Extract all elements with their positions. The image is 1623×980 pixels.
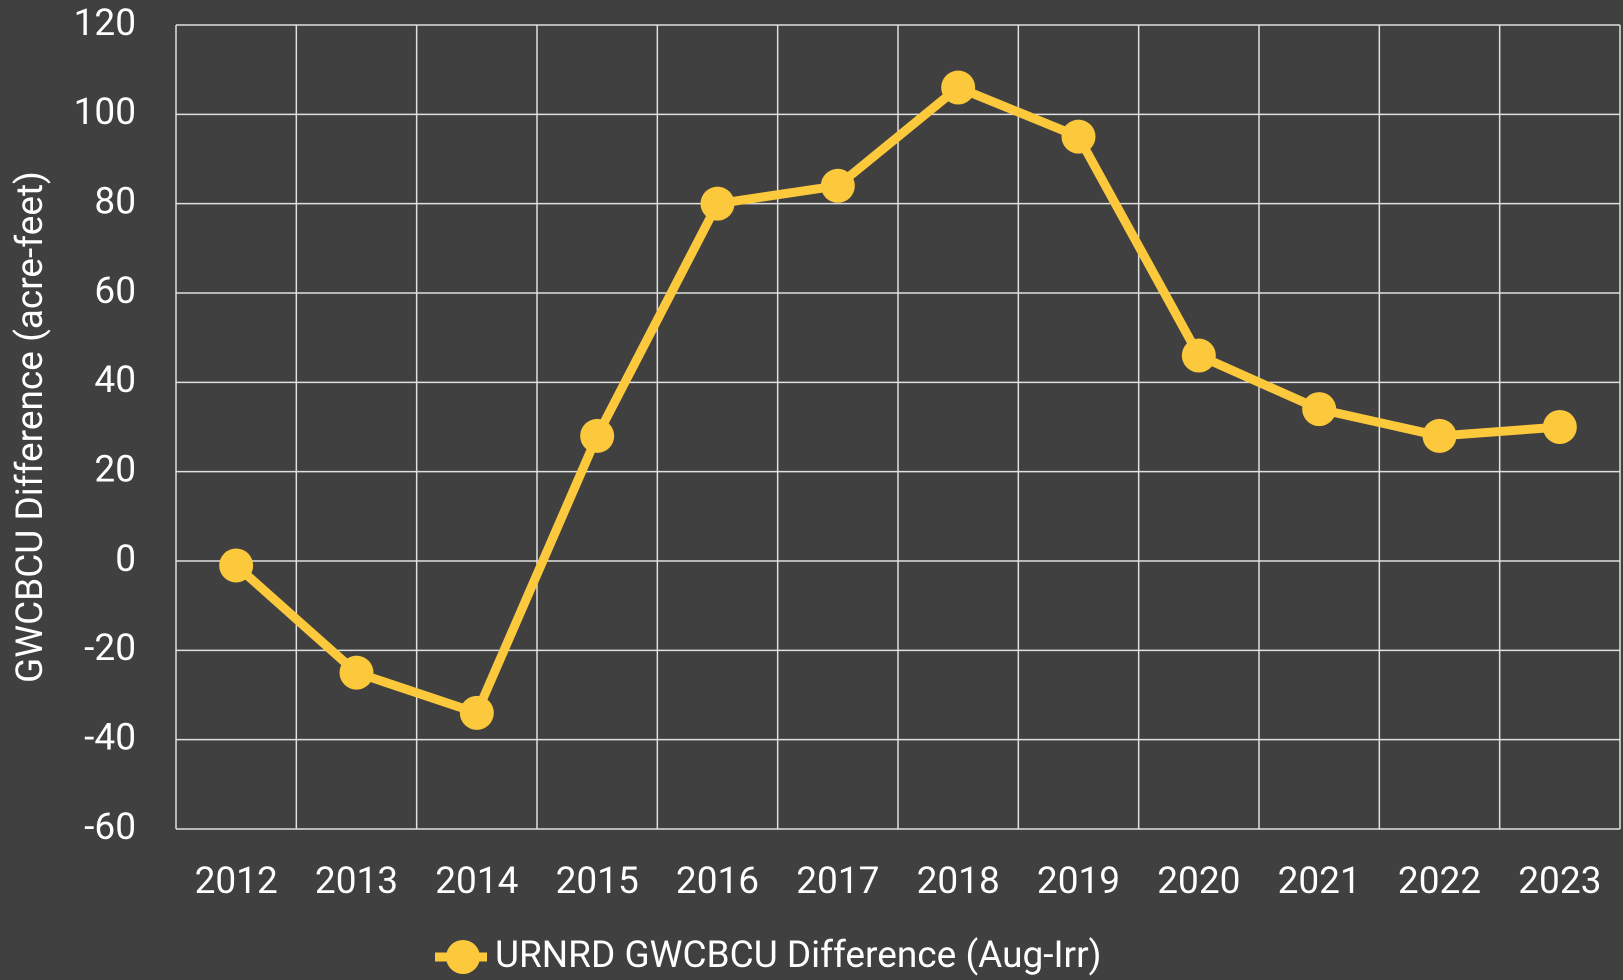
y-tick-label: 100 (74, 91, 136, 134)
x-tick-label: 2019 (1037, 860, 1120, 903)
x-tick-label: 2012 (195, 860, 278, 903)
x-tick-label: 2021 (1278, 860, 1361, 903)
x-tick-label: 2015 (556, 860, 639, 903)
y-tick-label: -40 (84, 716, 136, 759)
data-point (700, 186, 735, 221)
x-tick-label: 2016 (676, 860, 759, 903)
data-point (1422, 418, 1457, 453)
x-tick-label: 2022 (1398, 860, 1481, 903)
data-point (219, 548, 254, 583)
y-tick-label: -20 (84, 627, 136, 670)
y-tick-label: -60 (84, 806, 136, 849)
x-tick-label: 2013 (315, 860, 398, 903)
x-tick-label: 2017 (796, 860, 879, 903)
data-point (580, 418, 615, 453)
legend-label: URNRD GWCBCU Difference (Aug-Irr) (495, 934, 1102, 977)
y-tick-label: 80 (94, 180, 136, 223)
y-tick-label: 120 (74, 2, 136, 45)
y-tick-label: 0 (115, 538, 136, 581)
y-axis-label: GWCBCU Difference (acre-feet) (9, 171, 52, 683)
data-point (941, 70, 976, 105)
x-tick-label: 2018 (917, 860, 1000, 903)
data-point (1542, 410, 1577, 444)
x-tick-label: 2023 (1518, 860, 1601, 903)
data-point (820, 168, 855, 203)
y-tick-label: 40 (94, 359, 136, 402)
data-point (1061, 119, 1096, 154)
data-point (1181, 338, 1216, 373)
legend-marker (446, 940, 480, 974)
x-tick-label: 2014 (435, 860, 518, 903)
x-tick-label: 2020 (1157, 860, 1240, 903)
y-tick-label: 20 (94, 448, 136, 491)
data-point (339, 655, 374, 690)
series-line (233, 83, 1561, 718)
data-point (1302, 392, 1337, 427)
data-point (459, 695, 494, 730)
y-tick-label: 60 (94, 270, 136, 313)
